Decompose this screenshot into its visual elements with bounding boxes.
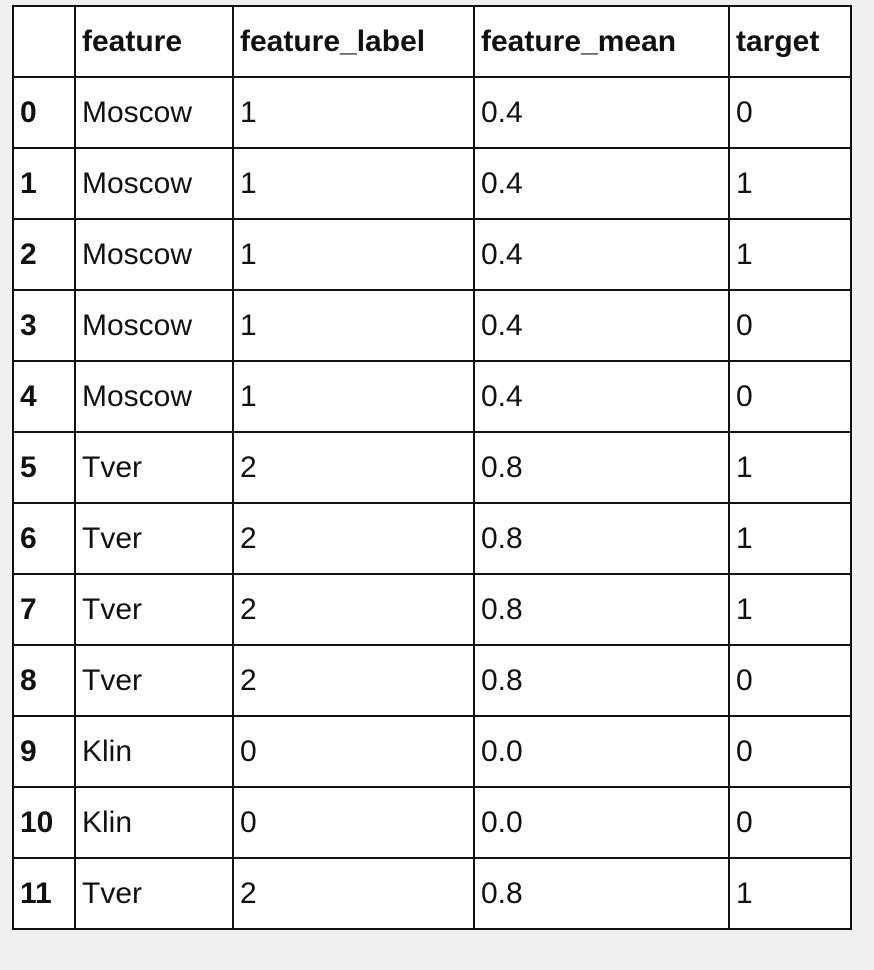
row-index: 4 (12, 360, 76, 433)
cell-target: 0 (728, 715, 852, 788)
dataframe-table: feature feature_label feature_mean targe… (12, 5, 852, 930)
cell-target: 1 (728, 147, 852, 220)
cell-target: 1 (728, 218, 852, 291)
table-row: 1 Moscow 1 0.4 1 (12, 147, 852, 220)
table-row: 4 Moscow 1 0.4 0 (12, 360, 852, 433)
header-row: feature feature_label feature_mean targe… (12, 5, 852, 78)
row-index: 0 (12, 76, 76, 149)
table-row: 6 Tver 2 0.8 1 (12, 502, 852, 575)
cell-feature-mean: 0.4 (473, 289, 730, 362)
table-row: 10 Klin 0 0.0 0 (12, 786, 852, 859)
cell-feature: Moscow (74, 289, 234, 362)
cell-feature-mean: 0.0 (473, 786, 730, 859)
row-index: 8 (12, 644, 76, 717)
cell-feature-label: 2 (232, 502, 475, 575)
cell-feature-mean: 0.4 (473, 147, 730, 220)
table-row: 0 Moscow 1 0.4 0 (12, 76, 852, 149)
cell-feature: Moscow (74, 147, 234, 220)
cell-feature-mean: 0.8 (473, 857, 730, 930)
table-row: 9 Klin 0 0.0 0 (12, 715, 852, 788)
table-row: 5 Tver 2 0.8 1 (12, 431, 852, 504)
row-index: 11 (12, 857, 76, 930)
header-target: target (728, 5, 852, 78)
cell-feature-mean: 0.0 (473, 715, 730, 788)
cell-feature-mean: 0.4 (473, 360, 730, 433)
cell-feature-label: 2 (232, 857, 475, 930)
header-index (12, 5, 76, 78)
cell-target: 1 (728, 573, 852, 646)
cell-feature: Tver (74, 431, 234, 504)
table-row: 3 Moscow 1 0.4 0 (12, 289, 852, 362)
cell-feature-mean: 0.8 (473, 573, 730, 646)
row-index: 3 (12, 289, 76, 362)
header-feature-label: feature_label (232, 5, 475, 78)
row-index: 9 (12, 715, 76, 788)
row-index: 5 (12, 431, 76, 504)
cell-feature-label: 0 (232, 715, 475, 788)
row-index: 1 (12, 147, 76, 220)
cell-feature-mean: 0.8 (473, 431, 730, 504)
cell-target: 0 (728, 76, 852, 149)
cell-feature-label: 1 (232, 147, 475, 220)
cell-target: 1 (728, 431, 852, 504)
cell-feature-mean: 0.4 (473, 218, 730, 291)
cell-feature-label: 2 (232, 431, 475, 504)
cell-target: 1 (728, 502, 852, 575)
table-body: 0 Moscow 1 0.4 0 1 Moscow 1 0.4 1 2 Moscow 1 0.4 1 3 Mos… (12, 76, 852, 930)
cell-feature-label: 1 (232, 76, 475, 149)
cell-feature-mean: 0.8 (473, 644, 730, 717)
cell-feature: Klin (74, 715, 234, 788)
cell-feature-label: 2 (232, 573, 475, 646)
table-row: 8 Tver 2 0.8 0 (12, 644, 852, 717)
cell-target: 1 (728, 857, 852, 930)
cell-feature-label: 1 (232, 289, 475, 362)
cell-feature: Tver (74, 502, 234, 575)
table-header: feature feature_label feature_mean targe… (12, 5, 852, 78)
cell-feature: Moscow (74, 360, 234, 433)
cell-target: 0 (728, 644, 852, 717)
cell-feature: Tver (74, 573, 234, 646)
cell-feature: Klin (74, 786, 234, 859)
cell-target: 0 (728, 360, 852, 433)
cell-feature-label: 2 (232, 644, 475, 717)
cell-feature-label: 1 (232, 218, 475, 291)
cell-feature: Tver (74, 644, 234, 717)
cell-feature: Tver (74, 857, 234, 930)
row-index: 10 (12, 786, 76, 859)
cell-feature: Moscow (74, 218, 234, 291)
cell-target: 0 (728, 289, 852, 362)
cell-feature-label: 1 (232, 360, 475, 433)
table-row: 7 Tver 2 0.8 1 (12, 573, 852, 646)
cell-target: 0 (728, 786, 852, 859)
cell-feature-label: 0 (232, 786, 475, 859)
header-feature-mean: feature_mean (473, 5, 730, 78)
table-row: 11 Tver 2 0.8 1 (12, 857, 852, 930)
table-row: 2 Moscow 1 0.4 1 (12, 218, 852, 291)
cell-feature-mean: 0.4 (473, 76, 730, 149)
cell-feature: Moscow (74, 76, 234, 149)
row-index: 6 (12, 502, 76, 575)
row-index: 2 (12, 218, 76, 291)
cell-feature-mean: 0.8 (473, 502, 730, 575)
row-index: 7 (12, 573, 76, 646)
header-feature: feature (74, 5, 234, 78)
